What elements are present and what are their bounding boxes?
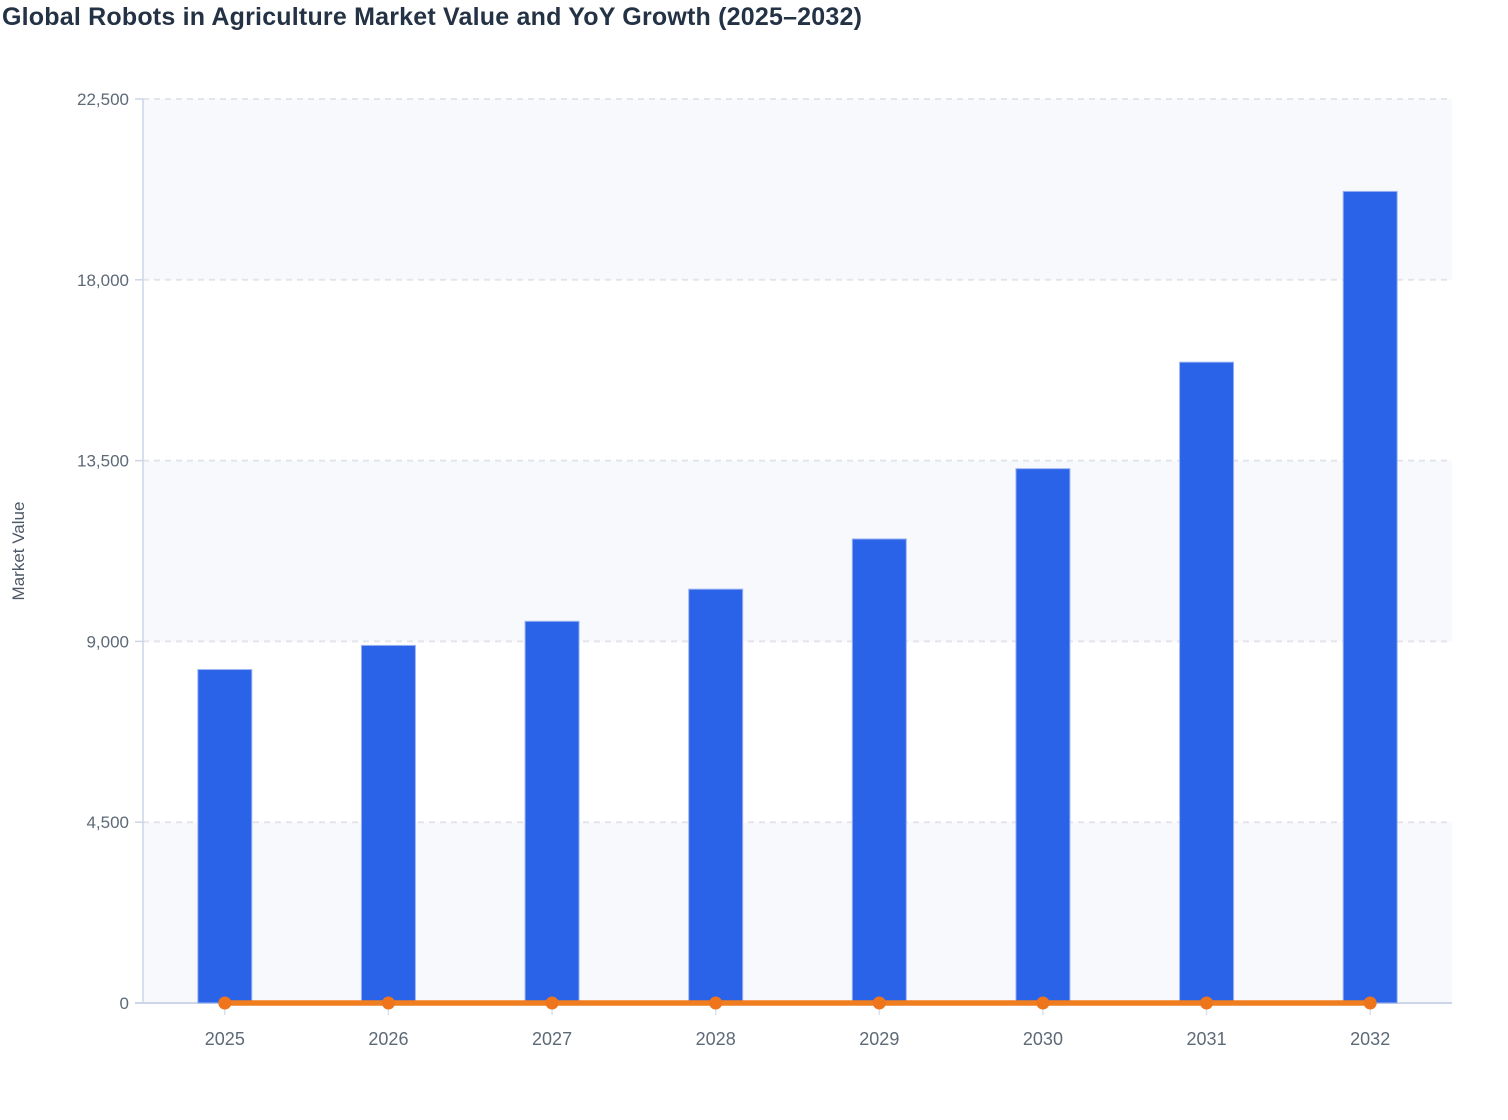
x-tick-label: 2029 (859, 1029, 899, 1049)
yoy-marker-2028 (709, 996, 723, 1010)
x-tick-label: 2030 (1023, 1029, 1063, 1049)
yoy-marker-2029 (872, 996, 886, 1010)
bar-2032 (1342, 190, 1398, 1004)
x-tick-label: 2026 (368, 1029, 408, 1049)
y-tick-label: 22,500 (77, 90, 129, 109)
bar-2026 (360, 644, 416, 1004)
bar-2031 (1179, 361, 1235, 1004)
bar-2029 (851, 538, 907, 1004)
y-tick-label: 4,500 (86, 813, 129, 832)
x-tick-label: 2027 (532, 1029, 572, 1049)
bar-2028 (688, 588, 744, 1004)
yoy-marker-2031 (1200, 996, 1214, 1010)
x-tick-label: 2032 (1350, 1029, 1390, 1049)
yoy-marker-2027 (545, 996, 559, 1010)
plot-band (143, 279, 1452, 461)
yoy-marker-2026 (381, 996, 395, 1010)
y-tick-label: 0 (120, 994, 129, 1013)
yoy-marker-2025 (218, 996, 232, 1010)
bar-2027 (524, 620, 580, 1004)
plot-band (143, 822, 1452, 1003)
bar-2025 (197, 669, 253, 1004)
y-tick-label: 13,500 (77, 452, 129, 471)
x-tick-label: 2031 (1187, 1029, 1227, 1049)
bar-2030 (1015, 468, 1071, 1004)
x-tick-label: 2025 (205, 1029, 245, 1049)
y-tick-label: 9,000 (86, 632, 129, 651)
plot-band (143, 460, 1452, 642)
x-tick-label: 2028 (696, 1029, 736, 1049)
plot-band (143, 641, 1452, 823)
plot-band (143, 99, 1452, 280)
y-tick-label: 18,000 (77, 271, 129, 290)
chart-title: Global Robots in Agriculture Market Valu… (2, 3, 863, 31)
yoy-marker-2032 (1363, 996, 1377, 1010)
yoy-marker-2030 (1036, 996, 1050, 1010)
